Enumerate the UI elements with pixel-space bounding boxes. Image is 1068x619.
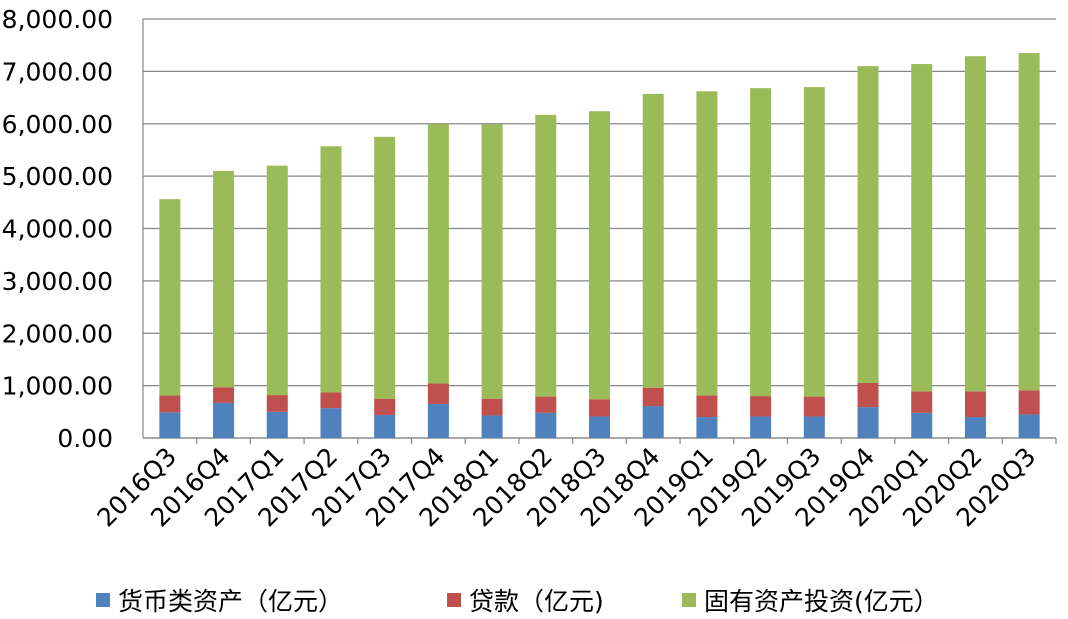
bar-segment-2	[911, 64, 933, 392]
legend-item-monetary-assets: 货币类资产（亿元）	[96, 582, 343, 618]
bar-segment-0	[535, 412, 557, 438]
bar-segment-1	[481, 398, 503, 416]
legend-item-fixed-asset-investment: 固有资产投资(亿元）	[682, 582, 939, 618]
y-tick-label: 4,000.00	[2, 215, 113, 244]
legend-swatch-loans	[447, 593, 461, 607]
bar-segment-2	[803, 87, 825, 397]
bar-segment-0	[159, 412, 181, 438]
bar-segment-0	[1018, 414, 1040, 438]
bar-segment-0	[266, 411, 288, 438]
bar-segment-1	[696, 395, 718, 418]
bar-segment-2	[374, 136, 396, 399]
bar-segment-0	[427, 403, 449, 438]
bar-segment-2	[642, 93, 664, 388]
bar-segment-1	[911, 391, 933, 413]
bar-segment-2	[266, 165, 288, 396]
bar-segment-0	[320, 408, 342, 438]
legend-swatch-fixed-asset-investment	[682, 593, 696, 607]
y-tick-label: 3,000.00	[2, 267, 113, 296]
bar-segment-1	[750, 396, 772, 417]
bar-segment-2	[159, 199, 181, 396]
legend-swatch-monetary-assets	[96, 593, 110, 607]
bar-segment-1	[964, 391, 986, 418]
bar-segment-0	[213, 402, 235, 438]
bar-segment-2	[427, 123, 449, 384]
legend-item-loans: 贷款（亿元)	[447, 582, 604, 618]
y-tick-label: 1,000.00	[2, 372, 113, 401]
bar-segment-1	[266, 395, 288, 412]
bar-segment-0	[589, 416, 610, 438]
bar-segment-1	[213, 387, 235, 403]
bar-segment-2	[589, 111, 610, 400]
bar-segment-0	[964, 417, 986, 438]
bar-segment-1	[857, 383, 879, 408]
y-tick-label: 6,000.00	[2, 110, 113, 139]
legend-label-loans: 贷款（亿元)	[469, 587, 604, 616]
legend-label-fixed-asset-investment: 固有资产投资(亿元）	[704, 587, 939, 616]
bar-segment-0	[696, 417, 718, 438]
bar-segment-1	[1018, 390, 1040, 415]
bar-segment-2	[320, 146, 342, 393]
legend-label-monetary-assets: 货币类资产（亿元）	[118, 587, 344, 616]
bar-segment-2	[213, 170, 235, 388]
bar-segment-1	[535, 396, 557, 413]
y-tick-label: 0.00	[57, 424, 113, 453]
y-tick-label: 5,000.00	[2, 162, 113, 191]
y-tick-label: 8,000.00	[2, 5, 113, 34]
bar-segment-1	[642, 387, 664, 407]
bar-segment-0	[374, 414, 396, 438]
bar-segment-2	[1018, 53, 1040, 391]
y-tick-label: 7,000.00	[2, 57, 113, 86]
bar-segment-0	[481, 415, 503, 438]
stacked-bar-chart: 0.00 1,000.00 2,000.00 3,000.00 4,000.00 5,00…	[2, 5, 1057, 532]
bar-segment-1	[159, 395, 181, 413]
bar-segment-1	[374, 398, 396, 415]
bar-segment-1	[803, 396, 825, 417]
bar-segment-2	[481, 124, 503, 399]
bar-segment-0	[911, 412, 933, 438]
bar-segment-2	[535, 114, 557, 397]
bar-segment-2	[857, 66, 879, 384]
bar-segment-0	[750, 416, 772, 438]
legend: 货币类资产（亿元） 贷款（亿元) 固有资产投资(亿元）	[0, 582, 1068, 618]
bar-segment-0	[857, 407, 879, 438]
bar-segment-2	[696, 91, 718, 396]
bar-segment-0	[803, 416, 825, 438]
bar-segment-1	[320, 392, 342, 409]
bar-segment-2	[964, 56, 986, 392]
bar-segment-1	[589, 399, 610, 417]
bar-segment-2	[750, 88, 772, 397]
bar-segment-1	[427, 383, 449, 404]
y-tick-label: 2,000.00	[2, 319, 113, 348]
bar-segment-0	[642, 406, 664, 438]
